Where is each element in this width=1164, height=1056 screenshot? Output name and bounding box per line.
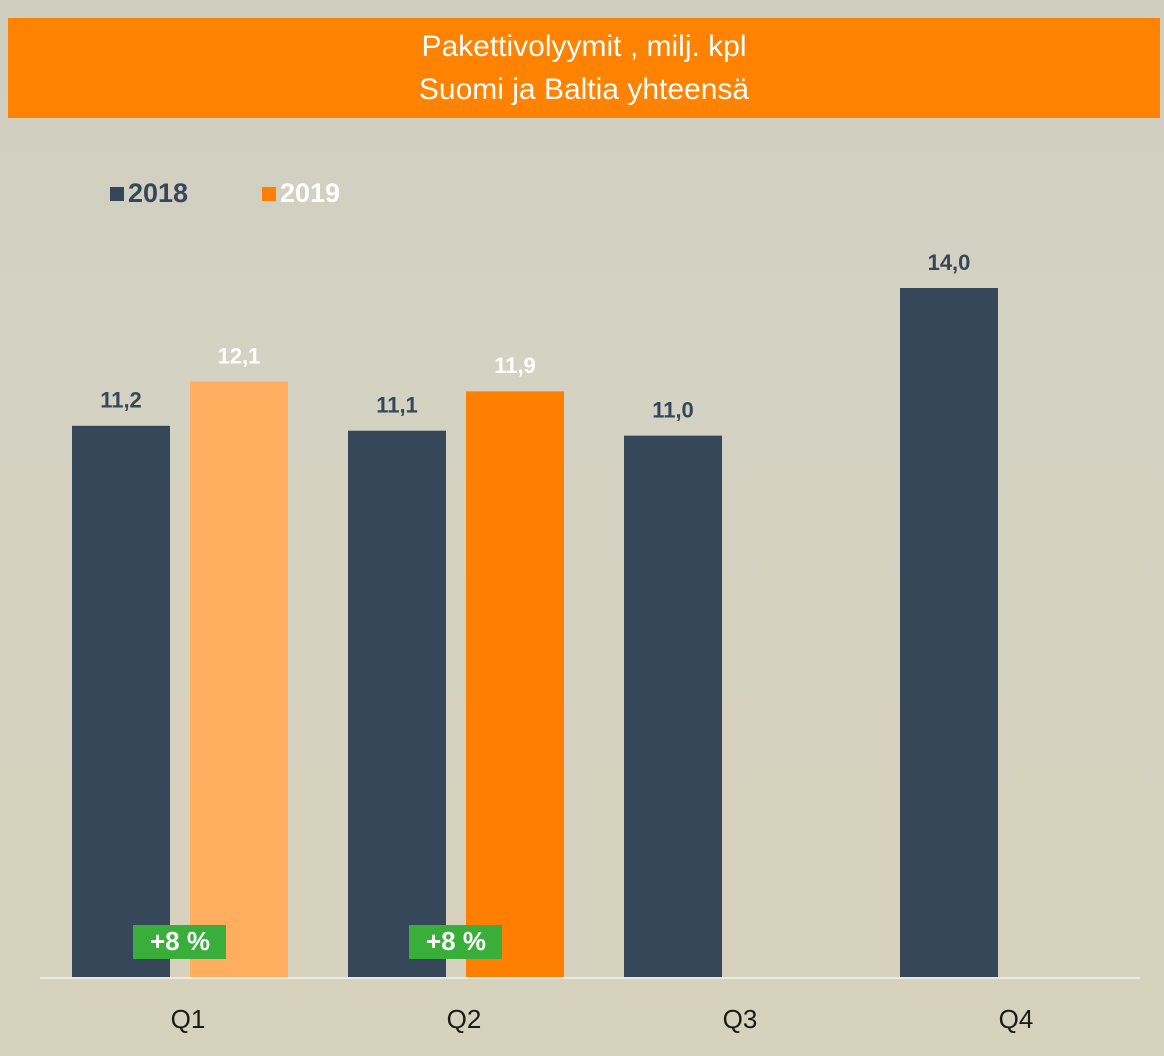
data-label: 11,2 [100, 388, 142, 413]
x-tick-label: Q3 [723, 1004, 758, 1034]
chart-subtitle: Suomi ja Baltia yhteensä [419, 73, 750, 106]
bar [466, 391, 564, 978]
legend-swatch [110, 187, 124, 201]
annotation: +8 % [150, 926, 210, 956]
legend-label: 2019 [280, 178, 340, 208]
legend-label: 2018 [128, 178, 188, 208]
bar [900, 288, 998, 977]
data-label: 11,1 [376, 393, 418, 418]
annotation-box [409, 925, 502, 959]
x-tick-label: Q1 [171, 1004, 206, 1034]
bar [72, 425, 170, 977]
bar [190, 381, 288, 977]
legend-swatch [262, 187, 276, 201]
bar [624, 435, 722, 978]
annotation-box [133, 925, 226, 959]
chart-title: Pakettivolyymit , milj. kpl [421, 30, 746, 63]
x-tick-label: Q4 [999, 1004, 1034, 1034]
data-label: 11,9 [494, 353, 536, 378]
data-label: 14,0 [928, 250, 971, 275]
data-label: 11,0 [652, 397, 694, 422]
data-label: 12,1 [218, 343, 261, 368]
x-tick-label: Q2 [447, 1004, 482, 1034]
bar [348, 430, 446, 977]
title-bar [8, 18, 1160, 118]
annotation: +8 % [426, 926, 486, 956]
